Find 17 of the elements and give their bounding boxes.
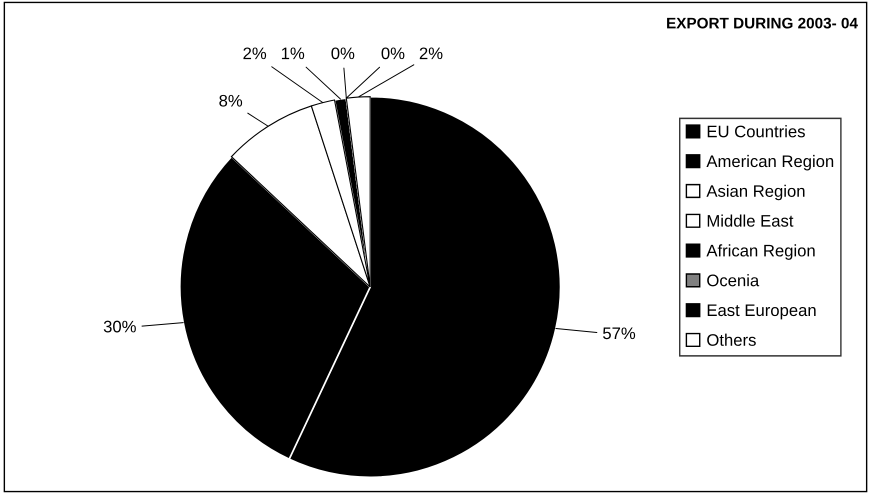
- legend-label: Asian Region: [706, 184, 804, 200]
- legend-label: Others: [707, 334, 756, 346]
- data-label: 57%: [603, 327, 636, 340]
- text: 0%: [382, 47, 404, 60]
- data-label: 1%: [282, 48, 304, 60]
- data-label: 8%: [219, 94, 242, 107]
- data-label: 2%: [420, 47, 442, 60]
- text: 0%: [331, 47, 354, 60]
- legend-label: Middle East: [708, 214, 794, 227]
- legend-label: East European: [708, 304, 816, 320]
- legend-label: Ocenia: [707, 274, 760, 286]
- legend-label: EU Countries: [708, 125, 805, 138]
- legend-label: American Region: [706, 154, 834, 170]
- data-label: 2%: [243, 47, 266, 60]
- data-label: 30%: [104, 320, 136, 332]
- chart-title: EXPORT DURING 2003- 04: [667, 18, 858, 29]
- legend-label: African Region: [706, 244, 815, 260]
